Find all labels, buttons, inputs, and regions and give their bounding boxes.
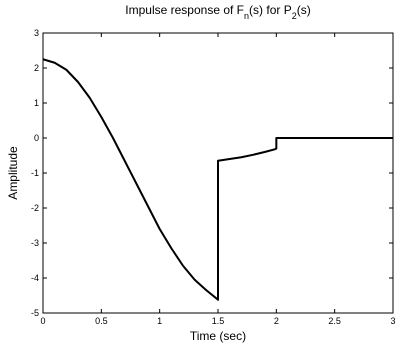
y-tick-label: -5 <box>31 308 39 318</box>
y-tick-label: 3 <box>34 28 39 38</box>
x-tick-label: 0.5 <box>95 316 108 326</box>
x-tick-label: 1.5 <box>212 316 225 326</box>
x-tick-label: 1 <box>157 316 162 326</box>
y-tick-label: -1 <box>31 168 39 178</box>
x-tick-label: 2.5 <box>328 316 341 326</box>
series-line <box>42 58 393 301</box>
series-layer <box>42 58 393 301</box>
chart-title: Impulse response of Fn(s) for P2(s) <box>125 3 310 21</box>
y-tick-label: -3 <box>31 238 39 248</box>
axis-ticks: 0 0.5 1 1.5 2 2.5 3 -5 -4 -3 -2 -1 0 1 2 3 <box>31 28 395 326</box>
x-tick-label: 2 <box>274 316 279 326</box>
y-axis-label: Amplitude <box>6 146 20 200</box>
y-tick-label: 2 <box>34 63 39 73</box>
x-tick-label: 0 <box>40 316 45 326</box>
x-axis-label: Time (sec) <box>190 329 246 343</box>
y-tick-label: 1 <box>34 98 39 108</box>
x-tick-label: 3 <box>390 316 395 326</box>
y-tick-label: -4 <box>31 273 39 283</box>
y-tick-label: -2 <box>31 203 39 213</box>
y-tick-label: 0 <box>34 133 39 143</box>
